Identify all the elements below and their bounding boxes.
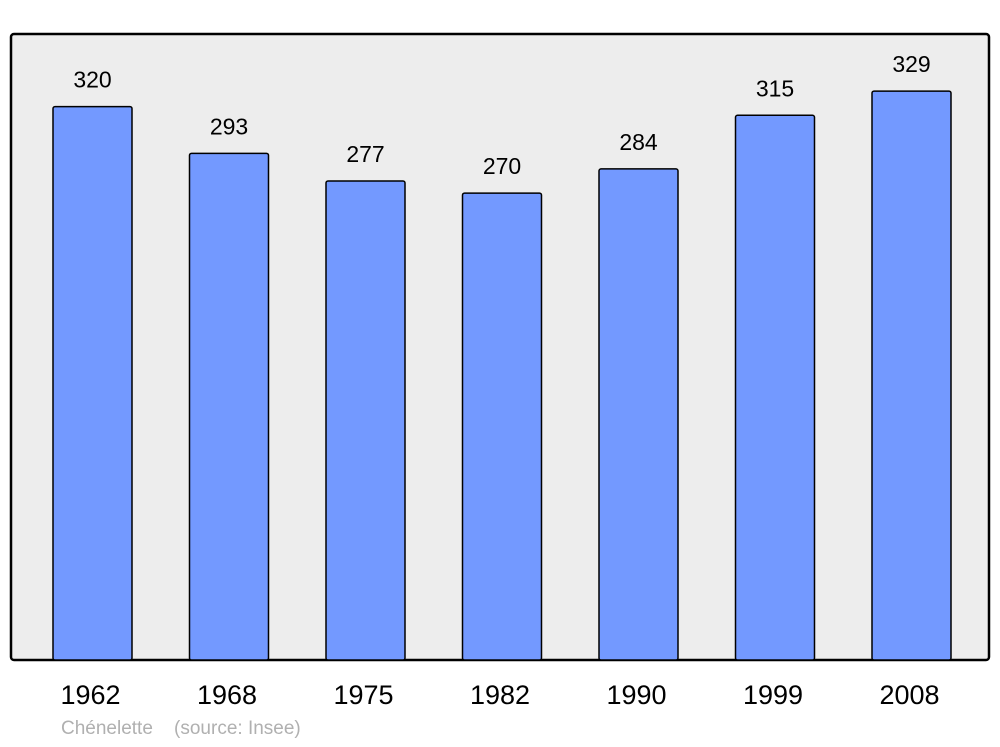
x-tick-label-2008: 2008: [879, 680, 939, 710]
x-tick-label-1982: 1982: [470, 680, 530, 710]
bar-1975: [325, 180, 406, 661]
data-label-1982: 270: [483, 153, 521, 179]
bar-1982: [461, 192, 543, 661]
bar-1999: [734, 114, 816, 661]
x-tick-label-1990: 1990: [606, 680, 666, 710]
x-tick-label-1968: 1968: [197, 680, 257, 710]
data-label-1962: 320: [73, 67, 111, 93]
x-tick-label-1962: 1962: [60, 680, 120, 710]
x-tick-label-1999: 1999: [743, 680, 803, 710]
data-label-1990: 284: [619, 129, 658, 155]
source-note: (source: Insee): [174, 718, 301, 739]
data-label-1975: 277: [346, 141, 384, 167]
bar-1968: [188, 152, 270, 661]
data-label-1999: 315: [756, 75, 794, 101]
bar-2008: [871, 90, 952, 661]
chart-footer: Chénelette (source: Insee): [61, 718, 301, 740]
bar-1990: [598, 168, 679, 661]
place-name: Chénelette: [61, 718, 153, 739]
data-label-2008: 329: [892, 51, 930, 77]
data-label-1968: 293: [210, 113, 248, 139]
x-tick-label-1975: 1975: [333, 680, 393, 710]
bar-1962: [52, 105, 133, 661]
